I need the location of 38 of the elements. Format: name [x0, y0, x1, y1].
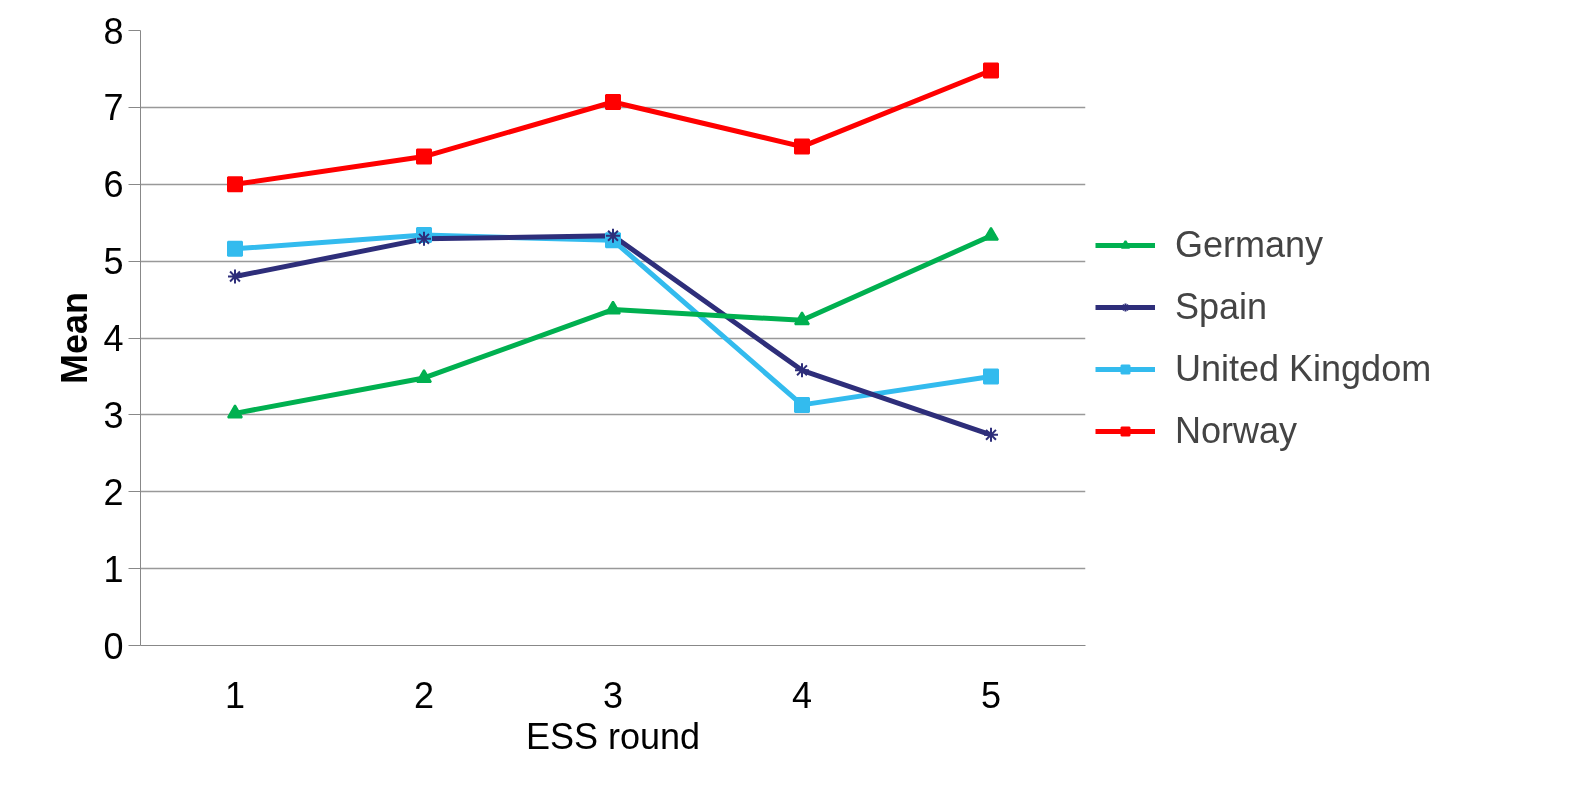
y-tick-label: 3 [103, 394, 124, 436]
point [983, 368, 999, 385]
point [983, 226, 999, 241]
x-tick-label: 2 [413, 674, 435, 716]
point [794, 362, 810, 379]
legend-label: United Kingdom [1175, 347, 1432, 390]
x-tick-label: 1 [224, 674, 246, 716]
y-tick-label: 6 [103, 164, 124, 206]
y-tick-label: 2 [103, 471, 124, 513]
y-tick-label: 5 [103, 241, 124, 283]
point [227, 240, 243, 257]
point [794, 311, 810, 326]
x-tick-label: 4 [791, 674, 813, 716]
x-tick-label: 5 [980, 674, 1002, 716]
y-tick-label: 4 [103, 318, 124, 359]
y-tick-label: 0 [103, 625, 124, 667]
point [227, 176, 243, 193]
y-tick-label: 7 [103, 87, 124, 129]
point [227, 404, 243, 419]
y-tick-label: 1 [103, 548, 124, 590]
x-tick-label: 3 [602, 674, 624, 716]
y-axis-title: Mean [54, 291, 96, 385]
point [227, 268, 243, 285]
legend-label: Norway [1175, 409, 1298, 452]
y-tick-label: 8 [103, 10, 124, 52]
legend-label: Germany [1175, 223, 1324, 266]
point [605, 300, 621, 315]
x-axis-title: ESS round [525, 715, 701, 757]
point [983, 426, 999, 443]
point [605, 227, 621, 244]
point [416, 368, 432, 384]
point [983, 62, 999, 79]
point [605, 93, 621, 110]
legend-label: Spain [1175, 285, 1268, 328]
point [794, 138, 810, 155]
point [416, 230, 432, 247]
point [794, 396, 810, 413]
point [416, 148, 432, 165]
